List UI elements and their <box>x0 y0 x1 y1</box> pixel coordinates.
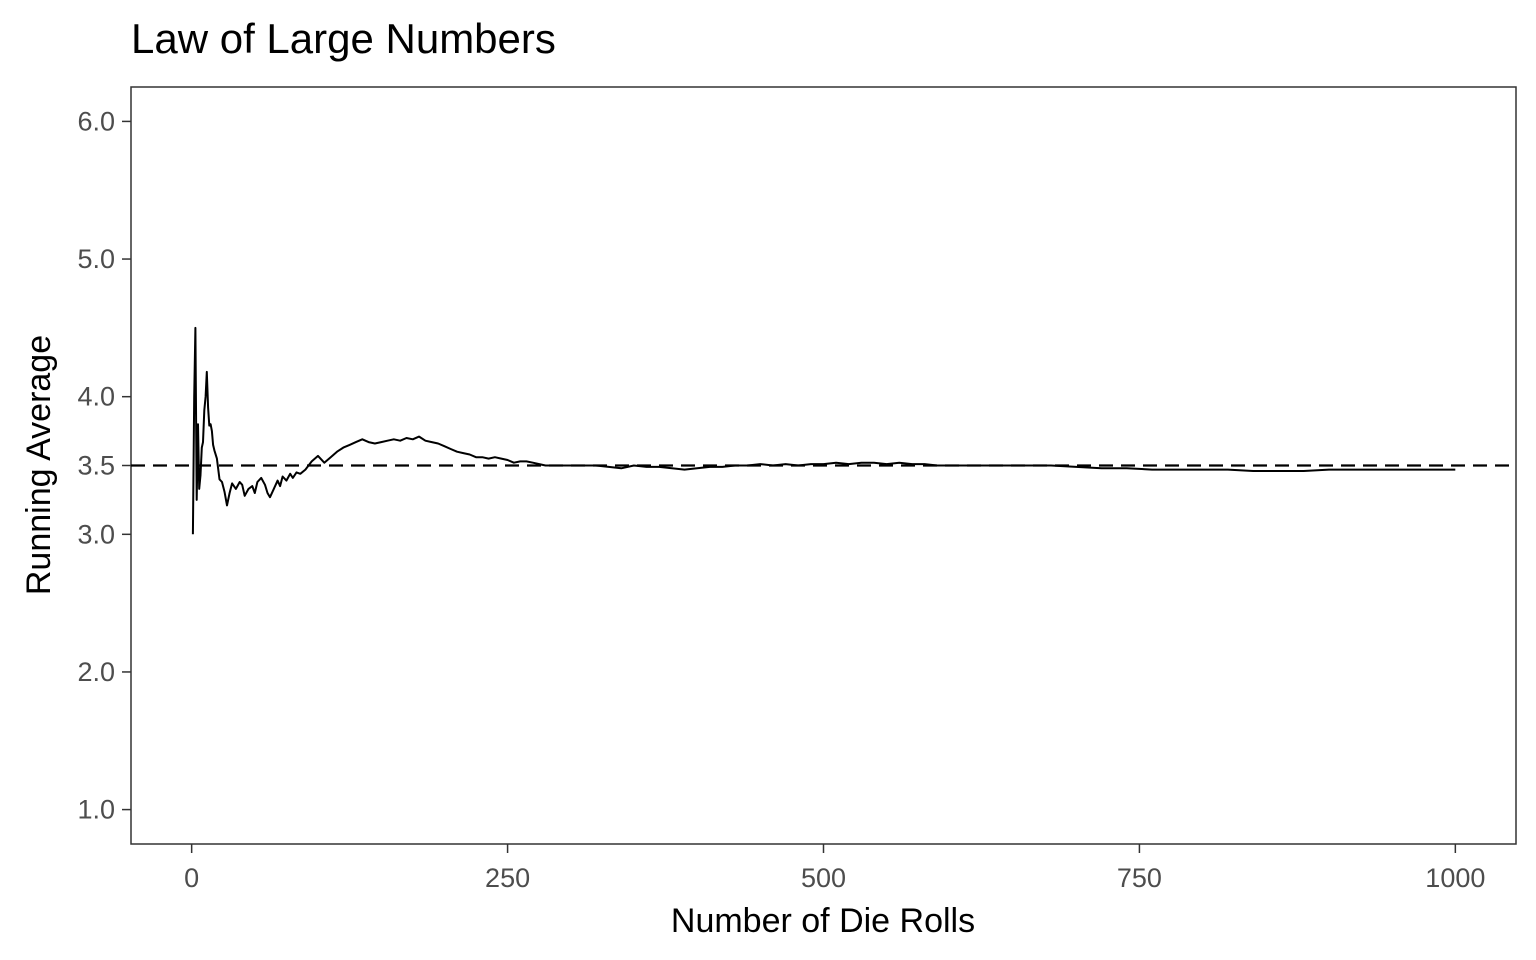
x-tick-label: 250 <box>485 863 530 893</box>
x-axis-title: Number of Die Rolls <box>671 902 975 940</box>
y-tick-label: 3.0 <box>77 519 115 549</box>
x-axis: 0 250 500 750 1000 <box>184 844 1485 893</box>
y-tick-label: 1.0 <box>77 795 115 825</box>
chart-title: Law of Large Numbers <box>131 15 556 62</box>
x-tick-label: 750 <box>1117 863 1162 893</box>
x-tick-label: 0 <box>184 863 199 893</box>
running-average-line <box>191 326 1456 535</box>
y-tick-label: 4.0 <box>77 382 115 412</box>
y-tick-label: 2.0 <box>77 657 115 687</box>
x-tick-label: 500 <box>801 863 846 893</box>
x-tick-label: 1000 <box>1425 863 1485 893</box>
y-tick-label: 6.0 <box>77 106 115 136</box>
y-tick-label: 5.0 <box>77 244 115 274</box>
y-tick-label: 3.5 <box>77 451 115 481</box>
y-axis: 1.0 2.0 3.0 3.5 4.0 5.0 6.0 <box>77 106 131 825</box>
y-axis-title: Running Average <box>20 335 58 595</box>
